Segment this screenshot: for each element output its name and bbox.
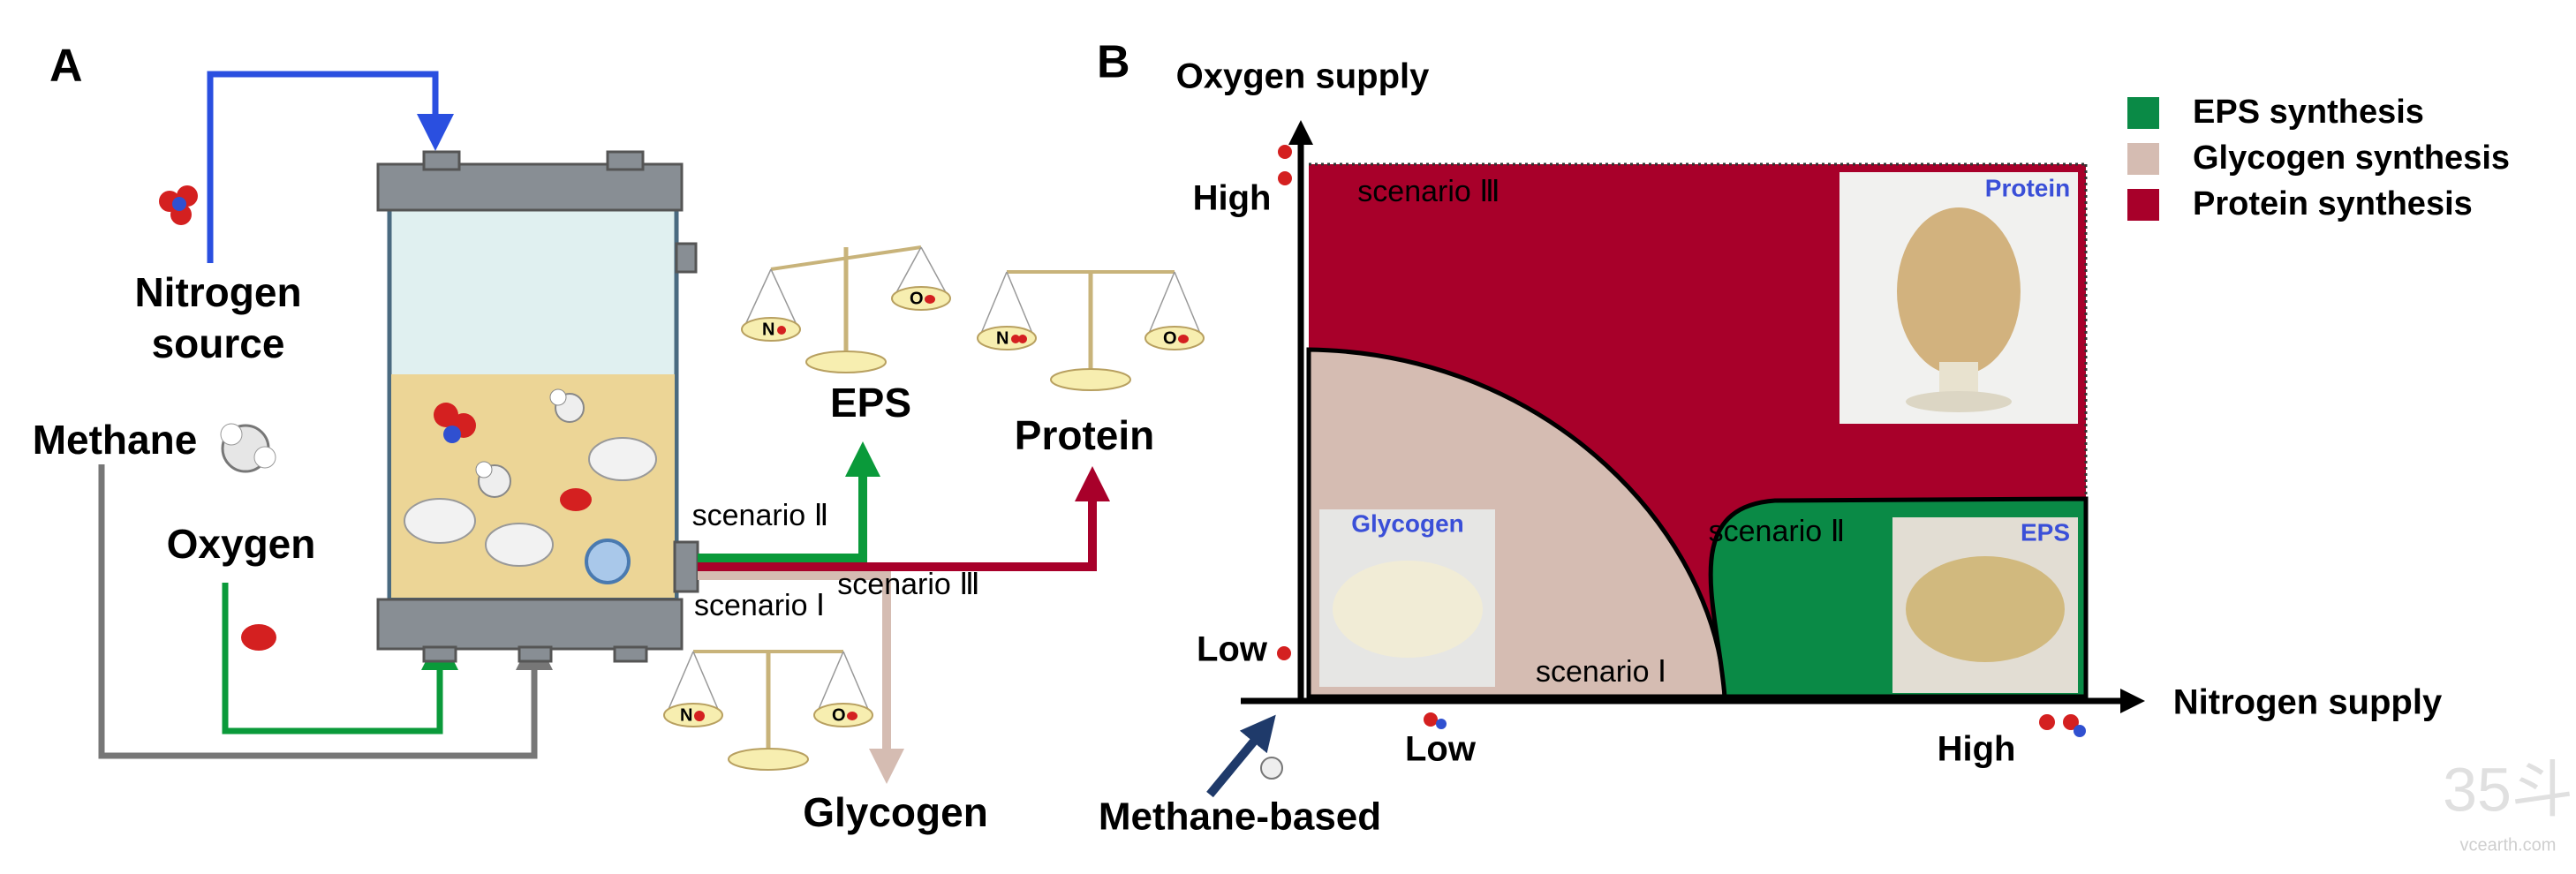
origin-arrow xyxy=(1206,714,1276,798)
product-label: Glycogen xyxy=(803,789,988,835)
methane-label: Methane xyxy=(33,417,198,463)
glycogen-photo: Glycogen xyxy=(1319,509,1495,687)
watermark: 35斗 xyxy=(2443,755,2573,824)
balance-label: N xyxy=(996,328,1008,348)
legend-swatch xyxy=(2127,189,2159,221)
balance: N O xyxy=(741,245,951,373)
x-level: Low xyxy=(1405,730,1477,769)
nitrogen-label: Nitrogen xyxy=(134,269,301,315)
legend-label: Glycogen synthesis xyxy=(2193,139,2510,177)
product-label: EPS xyxy=(830,380,911,426)
watermark-site: vcearth.com xyxy=(2460,835,2557,855)
balance-label: O xyxy=(910,289,924,308)
oxygen-label: Oxygen xyxy=(167,521,316,567)
photo-label: Glycogen xyxy=(1351,509,1464,537)
nitrogen-label: source xyxy=(152,320,285,366)
legend-swatch xyxy=(2127,143,2159,175)
balance: N O xyxy=(977,270,1205,391)
oxygen-molecule xyxy=(241,624,276,651)
nitrogen-line xyxy=(207,71,454,263)
scenario-label: scenario Ⅲ xyxy=(837,568,979,601)
nitrogen-molecule xyxy=(159,185,198,225)
panel-label: A xyxy=(49,41,83,92)
product-label: Protein xyxy=(1015,412,1154,458)
eps-pipe xyxy=(698,441,880,562)
balance-label: N xyxy=(762,320,774,339)
legend-label: EPS synthesis xyxy=(2193,94,2424,131)
balance-label: O xyxy=(832,705,846,725)
reactor xyxy=(376,150,699,663)
x-level: High xyxy=(1938,730,2016,769)
scenario-label: scenario Ⅱ xyxy=(692,499,829,532)
y-level: Low xyxy=(1197,630,1268,669)
scenario-label: scenario Ⅲ xyxy=(1357,175,1500,208)
protein-photo: Protein xyxy=(1839,172,2078,424)
glycogen-pipe xyxy=(698,571,904,784)
photo-label: Protein xyxy=(1985,174,2070,201)
balance: N O xyxy=(663,650,873,771)
balance-label: O xyxy=(1163,328,1177,348)
panel-label: B xyxy=(1097,37,1130,88)
eps-photo: EPS xyxy=(1892,517,2078,693)
methane-molecule xyxy=(220,423,276,473)
protein-pipe xyxy=(698,466,1110,571)
methane-line xyxy=(98,464,553,759)
scenario-label: scenario Ⅱ xyxy=(1709,515,1846,548)
legend-swatch xyxy=(2127,97,2159,129)
balance-label: N xyxy=(680,705,692,725)
y-axis-title: Oxygen supply xyxy=(1176,57,1430,96)
scenario-label: scenario Ⅰ xyxy=(694,589,825,622)
oxygen-line xyxy=(222,583,458,735)
y-level: High xyxy=(1193,179,1272,218)
origin-label: Methane-based xyxy=(1099,795,1381,839)
x-axis-title: Nitrogen supply xyxy=(2173,683,2443,722)
scenario-label: scenario Ⅰ xyxy=(1536,655,1666,689)
axis-molecules xyxy=(1260,145,2086,780)
legend-label: Protein synthesis xyxy=(2193,185,2473,222)
photo-label: EPS xyxy=(2021,518,2070,546)
